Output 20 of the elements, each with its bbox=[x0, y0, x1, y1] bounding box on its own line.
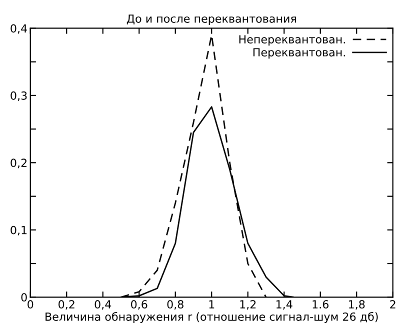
x-tick-label: 2 bbox=[390, 300, 396, 308]
y-tick-label: 0,3 bbox=[10, 91, 27, 101]
x-axis-title: Величина обнаружения r (отношение сигнал-шум 26 дб) bbox=[46, 312, 378, 324]
x-tick-label: 0,2 bbox=[58, 300, 74, 310]
y-tick-label: 0,2 bbox=[10, 158, 26, 168]
y-tick-label: 0,1 bbox=[10, 226, 27, 236]
y-tick-label: 0,4 bbox=[10, 24, 27, 34]
x-tick-label: 1.6 bbox=[312, 300, 328, 309]
x-tick-label: 1,8 bbox=[348, 300, 365, 310]
x-tick-label: 0 bbox=[28, 300, 34, 309]
x-tick-label: 1 bbox=[209, 300, 214, 308]
chart-title: До и после переквантования bbox=[126, 14, 296, 25]
y-tick-label: 0 bbox=[21, 293, 27, 302]
legend-label: Переквантован. bbox=[253, 48, 345, 59]
x-tick-label: 0,8 bbox=[167, 300, 184, 310]
x-tick-label: 0,6 bbox=[131, 300, 148, 310]
x-tick-label: 1,4 bbox=[276, 300, 292, 310]
x-tick-label: 0,4 bbox=[94, 300, 112, 310]
legend-label: Непереквантован. bbox=[239, 35, 345, 46]
x-tick-label: 1,2 bbox=[240, 300, 256, 310]
